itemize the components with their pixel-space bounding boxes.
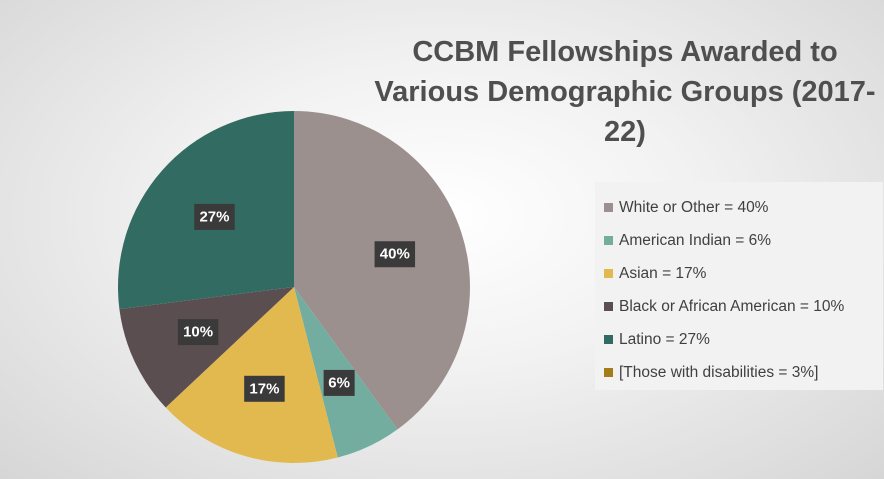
data-label-text: 27% — [199, 208, 229, 225]
legend-swatch — [604, 203, 613, 212]
legend-item-white-or-other: White or Other = 40% — [604, 191, 883, 224]
legend-swatch — [604, 302, 613, 311]
data-label-box — [194, 203, 235, 230]
chart-legend: White or Other = 40% American Indian = 6… — [595, 182, 883, 390]
legend-swatch — [604, 368, 613, 377]
legend-label: Latino = 27% — [619, 330, 710, 348]
data-label-asian: 17% — [244, 375, 285, 402]
legend-swatch — [604, 269, 613, 278]
chart-title: CCBM Fellowships Awarded to Various Demo… — [370, 32, 880, 152]
pie-slice-asian — [165, 287, 338, 463]
legend-item-american-indian: American Indian = 6% — [604, 224, 883, 257]
chart-title-line-1: CCBM Fellowships Awarded to — [412, 36, 838, 68]
legend-label: Asian = 17% — [619, 264, 707, 282]
legend-label: White or Other = 40% — [619, 198, 769, 216]
legend-item-latino: Latino = 27% — [604, 323, 883, 356]
data-label-text: 10% — [183, 324, 213, 341]
legend-label: American Indian = 6% — [619, 231, 772, 249]
data-label-white-or-other: 40% — [374, 241, 416, 268]
data-label-box — [374, 241, 416, 268]
legend-item-black-or-african-american: Black or African American = 10% — [604, 290, 883, 323]
data-label-latino: 27% — [194, 203, 235, 230]
legend-item-disabilities: [Those with disabilities = 3%] — [604, 356, 883, 389]
legend-label: [Those with disabilities = 3%] — [619, 363, 819, 381]
legend-swatch — [604, 236, 613, 245]
pie-slice-white-or-other — [294, 111, 471, 430]
legend-item-asian: Asian = 17% — [604, 257, 883, 290]
chart-title-line-2: Various Demographic Groups (2017-22) — [374, 76, 876, 148]
pie-chart: 40% 6% 17% 10% 27% — [117, 111, 471, 463]
data-label-text: 40% — [380, 246, 410, 263]
data-label-text: 17% — [249, 380, 279, 397]
pie-slice-black-or-african-american — [119, 287, 294, 408]
data-label-text: 6% — [328, 374, 350, 391]
legend-label: Black or African American = 10% — [619, 297, 845, 315]
data-label-box — [323, 369, 355, 396]
legend-swatch — [604, 335, 613, 344]
data-label-box — [244, 375, 285, 402]
data-label-black-or-african-american: 10% — [177, 319, 219, 346]
data-label-american-indian: 6% — [323, 369, 355, 396]
data-label-box — [177, 319, 219, 346]
